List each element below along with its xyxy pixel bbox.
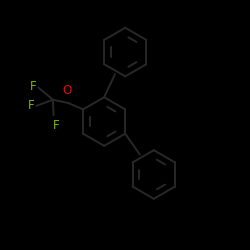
Text: F: F: [28, 100, 34, 112]
Text: O: O: [62, 84, 72, 97]
Text: F: F: [53, 119, 60, 132]
Text: F: F: [30, 80, 36, 93]
